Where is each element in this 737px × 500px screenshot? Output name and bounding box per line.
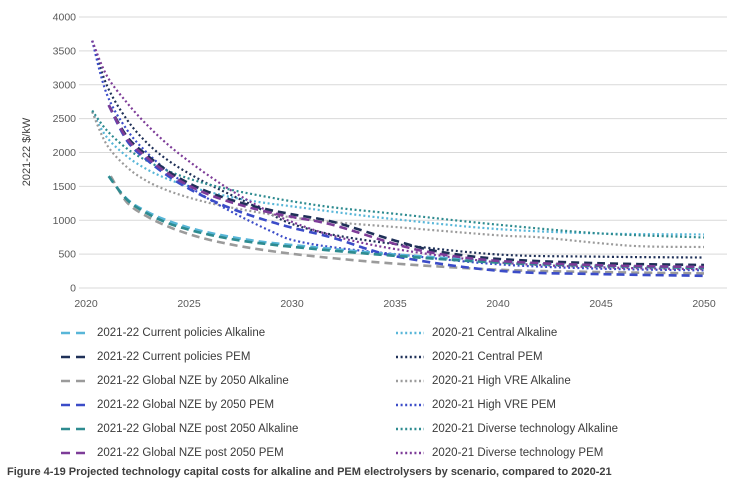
legend-item: 2021-22 Global NZE by 2050 Alkaline xyxy=(60,369,393,393)
series-line xyxy=(91,111,705,236)
legend-swatch-line xyxy=(396,451,424,455)
legend-item-label: 2021-22 Global NZE post 2050 Alkaline xyxy=(97,423,299,435)
y-tick-label: 500 xyxy=(58,249,76,261)
legend-swatch-line xyxy=(396,355,424,359)
series-line xyxy=(107,175,705,269)
y-tick-label: 2000 xyxy=(53,147,77,159)
x-tick-label: 2020 xyxy=(74,298,98,310)
legend-item-label: 2020-21 Diverse technology Alkaline xyxy=(432,423,619,435)
legend-column-2021-22: 2021-22 Current policies Alkaline 2021-22… xyxy=(60,321,393,465)
series-line xyxy=(107,104,705,269)
legend-item: 2021-22 Current policies PEM xyxy=(60,345,393,369)
x-tick-label: 2045 xyxy=(589,298,613,310)
legend-swatch-line xyxy=(396,403,424,407)
legend-item-label: 2021-22 Global NZE by 2050 Alkaline xyxy=(97,375,289,387)
y-tick-label: 0 xyxy=(70,283,76,295)
chart-legend: 2021-22 Current policies Alkaline 2021-22… xyxy=(0,321,737,465)
legend-item: 2020-21 Diverse technology Alkaline xyxy=(395,417,618,441)
legend-swatch-line xyxy=(396,331,424,335)
series-line xyxy=(91,111,705,249)
y-tick-label: 2500 xyxy=(53,113,77,125)
legend-swatch-line xyxy=(61,451,89,455)
y-tick-label: 3000 xyxy=(53,79,77,91)
legend-item-label: 2021-22 Current policies PEM xyxy=(97,351,251,363)
legend-item-label: 2020-21 High VRE Alkaline xyxy=(432,375,571,387)
legend-item: 2020-21 High VRE PEM xyxy=(395,393,618,417)
x-tick-label: 2035 xyxy=(383,298,407,310)
series-line xyxy=(91,109,705,239)
x-tick-label: 2040 xyxy=(486,298,510,310)
series-line xyxy=(107,175,705,270)
legend-item-label: 2020-21 Diverse technology PEM xyxy=(432,447,604,459)
legend-item: 2021-22 Global NZE by 2050 PEM xyxy=(60,393,393,417)
legend-swatch-line xyxy=(396,379,424,383)
legend-item: 2020-21 High VRE Alkaline xyxy=(395,369,618,393)
legend-item-label: 2021-22 Global NZE post 2050 PEM xyxy=(97,447,284,459)
series-line xyxy=(91,40,705,259)
x-tick-label: 2025 xyxy=(177,298,201,310)
y-tick-label: 1500 xyxy=(53,181,77,193)
legend-swatch-line xyxy=(61,379,89,383)
legend-item: 2021-22 Current policies Alkaline xyxy=(60,321,393,345)
electrolyser-cost-line-chart: 0 500 1000 1500 2000 2500 3000 3500 4000 2020 2025… xyxy=(21,12,727,310)
series-line xyxy=(109,175,705,275)
legend-item-label: 2021-22 Global NZE by 2050 PEM xyxy=(97,399,275,411)
figure-caption: Figure 4-19 Projected technology capital… xyxy=(7,466,612,478)
legend-swatch-line xyxy=(61,427,89,431)
y-tick-label: 3500 xyxy=(53,45,77,57)
series-line xyxy=(107,104,705,278)
legend-item-label: 2020-21 Central Alkaline xyxy=(432,327,558,339)
series-line xyxy=(91,40,705,272)
legend-swatch-line xyxy=(61,403,89,407)
y-tick-label: 4000 xyxy=(53,12,77,24)
legend-item-label: 2021-22 Current policies Alkaline xyxy=(97,327,266,339)
legend-item: 2021-22 Global NZE post 2050 PEM xyxy=(60,441,393,465)
legend-column-2020-21: 2020-21 Central Alkaline 2020-21 Central … xyxy=(395,321,618,465)
legend-item: 2020-21 Diverse technology PEM xyxy=(395,441,618,465)
x-tick-label: 2050 xyxy=(692,298,716,310)
legend-item: 2021-22 Global NZE post 2050 Alkaline xyxy=(60,417,393,441)
legend-swatch-line xyxy=(61,355,89,359)
legend-item-label: 2020-21 Central PEM xyxy=(432,351,543,363)
legend-swatch-line xyxy=(61,331,89,335)
legend-item-label: 2020-21 High VRE PEM xyxy=(432,399,557,411)
y-tick-label: 1000 xyxy=(53,215,77,227)
legend-swatch-line xyxy=(396,427,424,431)
x-tick-label: 2030 xyxy=(280,298,304,310)
y-axis-title: 2021-22 $/kW xyxy=(21,117,33,186)
legend-item: 2020-21 Central PEM xyxy=(395,345,618,369)
legend-item: 2020-21 Central Alkaline xyxy=(395,321,618,345)
series-line xyxy=(107,104,705,267)
